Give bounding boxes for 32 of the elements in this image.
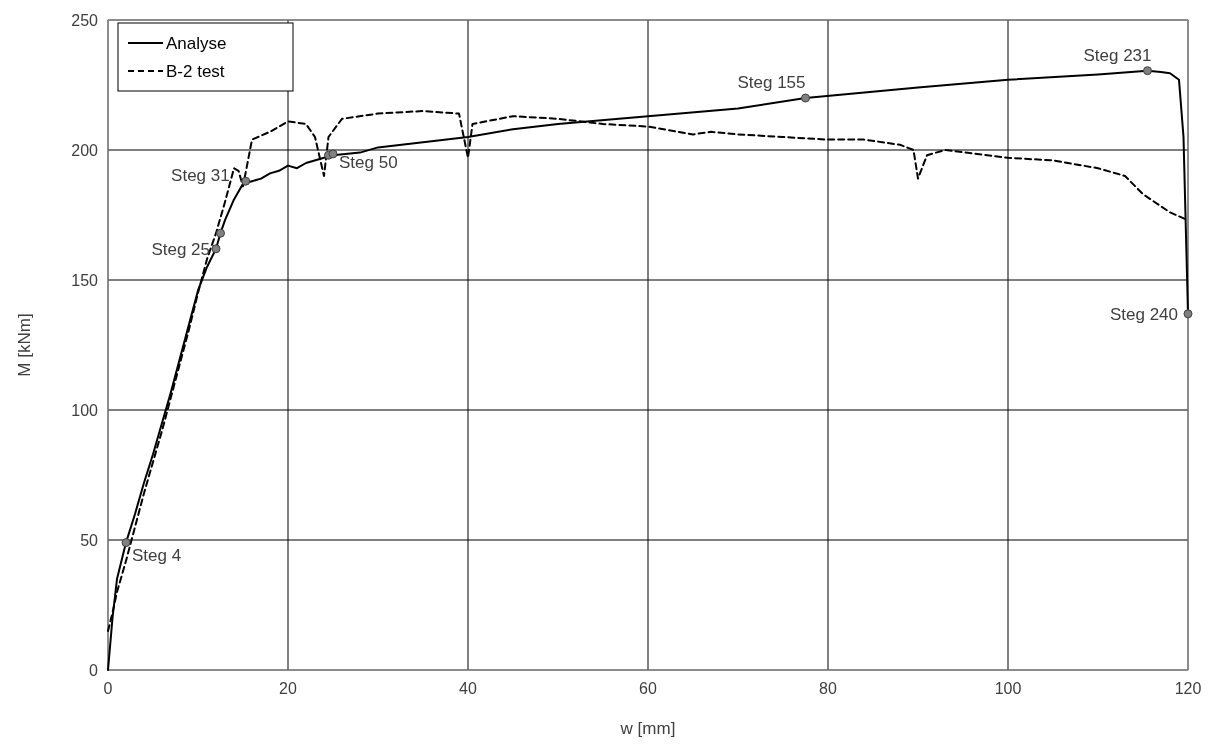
x-axis-title: w [mm] (619, 719, 676, 738)
x-tick-label: 60 (639, 680, 657, 697)
y-tick-label: 50 (80, 532, 99, 549)
y-tick-label: 150 (71, 272, 99, 289)
x-tick-label: 100 (994, 680, 1022, 697)
x-tick-label: 20 (279, 680, 297, 697)
point (121, 538, 131, 548)
y-tick-label: 0 (89, 662, 99, 679)
point (216, 228, 225, 238)
y-tick-label: 200 (71, 142, 99, 159)
point (328, 149, 338, 159)
legend-label: Analyse (166, 34, 227, 53)
point (801, 93, 810, 103)
point (241, 176, 251, 186)
legend-label: B-2 test (166, 62, 225, 81)
x-tick-label: 120 (1174, 680, 1202, 697)
point (211, 244, 221, 254)
point (1143, 66, 1152, 76)
x-tick-label: 80 (819, 680, 837, 697)
annotation: Steg 155 (737, 73, 806, 92)
x-tick-label: 0 (103, 680, 113, 697)
y-axis-title: M [kNm] (15, 313, 34, 377)
point (1183, 309, 1193, 319)
annotation: Steg 50 (339, 152, 398, 172)
annotation: Steg 25 (151, 239, 210, 259)
y-tick-label: 100 (71, 402, 99, 419)
x-tick-label: 40 (459, 680, 477, 697)
annotation: Steg 31 (171, 166, 230, 186)
annotation: Steg 240 (1109, 304, 1178, 324)
annotation: Steg 4 (132, 545, 182, 565)
annotation: Steg 231 (1083, 45, 1152, 65)
y-tick-label: 250 (71, 12, 99, 29)
